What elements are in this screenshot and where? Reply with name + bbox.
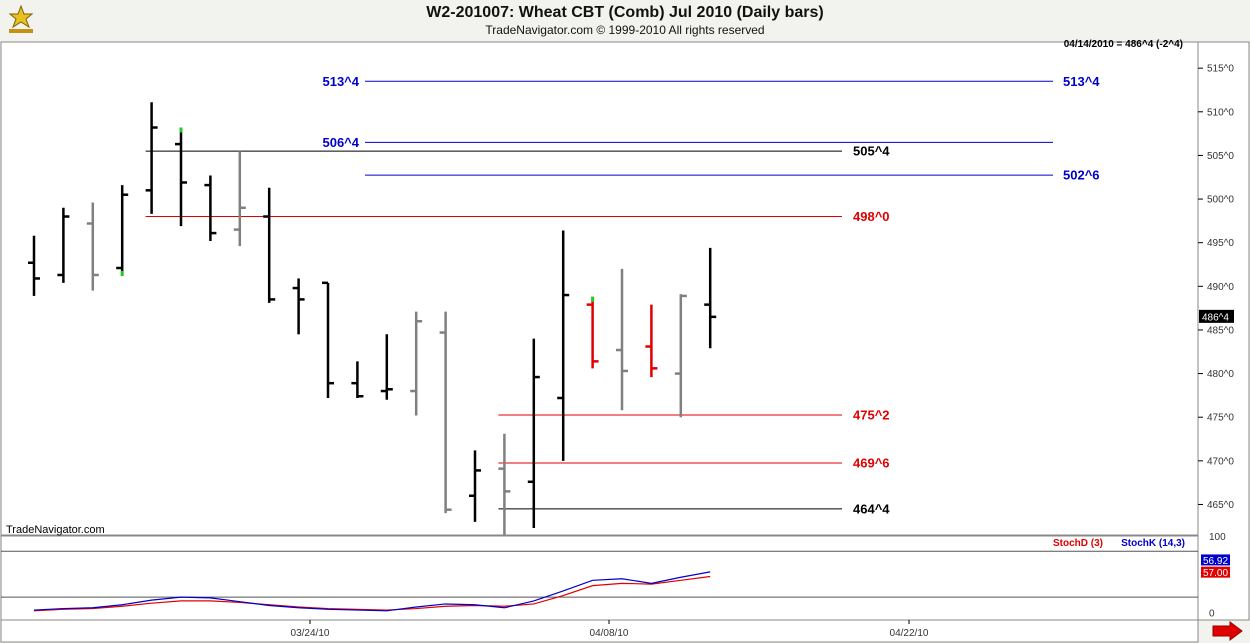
- chart-title: W2-201007: Wheat CBT (Comb) Jul 2010 (Da…: [426, 4, 824, 21]
- last-price-marker: [1199, 309, 1234, 323]
- ohlc-bar: [527, 338, 540, 529]
- level-label: 502^6: [1063, 168, 1100, 183]
- ohlc-bar: [116, 185, 129, 276]
- watermark: TradeNavigator.com: [6, 524, 105, 536]
- ohlc-bar: [586, 296, 599, 369]
- stochastic-axis-label: 100: [1209, 532, 1226, 543]
- date-axis-area: [0, 619, 1199, 643]
- ohlc-bar: [645, 304, 658, 378]
- price-axis-label: 485^0: [1207, 325, 1234, 336]
- ohlc-bar: [351, 361, 364, 399]
- stochastic-series-line: [33, 575, 711, 612]
- ohlc-bar: [28, 235, 40, 296]
- price-axis-label: 495^0: [1207, 238, 1234, 249]
- date-axis-label: 04/08/10: [590, 628, 629, 639]
- level-label: 464^4: [853, 501, 890, 516]
- price-axis-label: 475^0: [1207, 413, 1234, 424]
- price-axis-area: [1197, 41, 1250, 621]
- last-bar-info: 04/14/2010 = 486^4 (-2^4): [1064, 39, 1183, 50]
- ohlc-bar: [292, 278, 305, 335]
- ohlc-bar: [57, 207, 70, 283]
- stochastic-plot-area: [0, 535, 1199, 621]
- ohlc-bar: [410, 311, 423, 416]
- stochastic-axis-label: 0: [1209, 608, 1215, 619]
- price-axis-label: 500^0: [1207, 195, 1234, 206]
- date-axis-label: 04/22/10: [890, 628, 929, 639]
- ohlc-bar: [263, 187, 276, 303]
- price-axis-label: 510^0: [1207, 107, 1234, 118]
- stochastic-legend-label: StochK (14,3): [1121, 538, 1185, 549]
- ohlc-bar: [233, 151, 246, 247]
- price-axis-label: 505^0: [1207, 151, 1234, 162]
- chart-subtitle: TradeNavigator.com © 1999-2010 All right…: [485, 23, 765, 37]
- level-label: 498^0: [853, 209, 890, 224]
- price-axis-label: 465^0: [1207, 500, 1234, 511]
- ohlc-bar: [439, 311, 452, 514]
- date-axis-label: 03/24/10: [291, 628, 330, 639]
- stochd-value-label: 57.00: [1203, 568, 1228, 579]
- price-plot-area: [0, 41, 1199, 536]
- ohlc-bar: [674, 294, 687, 418]
- level-label: 505^4: [853, 144, 890, 159]
- level-label: 513^4: [322, 74, 359, 89]
- stochk-value-marker: [1201, 554, 1230, 566]
- ohlc-bar: [145, 102, 158, 214]
- ohlc-bar: [322, 281, 334, 399]
- ohlc-bar: [380, 334, 393, 400]
- stochastic-legend-label: StochD (3): [1053, 538, 1103, 549]
- ohlc-bar: [175, 127, 187, 227]
- price-axis-label: 515^0: [1207, 64, 1234, 75]
- ohlc-bar: [204, 175, 217, 241]
- level-label: 506^4: [322, 135, 359, 150]
- last-price-label: 486^4: [1202, 312, 1229, 323]
- ohlc-bar: [86, 202, 99, 291]
- ohlc-bar: [557, 230, 570, 461]
- ohlc-bar: [469, 450, 481, 522]
- stochastic-series-line: [33, 571, 711, 612]
- price-axis-label: 490^0: [1207, 282, 1234, 293]
- price-axis-label: 480^0: [1207, 369, 1234, 380]
- ohlc-bar: [498, 433, 511, 535]
- ohlc-bar: [616, 268, 628, 411]
- level-label: 513^4: [1063, 74, 1100, 89]
- price-axis-label: 470^0: [1207, 456, 1234, 467]
- scroll-right-arrow-icon[interactable]: [1212, 621, 1243, 641]
- stochd-value-marker: [1201, 566, 1230, 578]
- chart-header: W2-201007: Wheat CBT (Comb) Jul 2010 (Da…: [0, 0, 1250, 42]
- stochk-value-label: 56.92: [1203, 556, 1228, 567]
- level-label: 469^6: [853, 456, 890, 471]
- trade-navigator-logo-icon: [8, 4, 34, 33]
- level-label: 475^2: [853, 408, 890, 423]
- ohlc-bar: [704, 247, 717, 349]
